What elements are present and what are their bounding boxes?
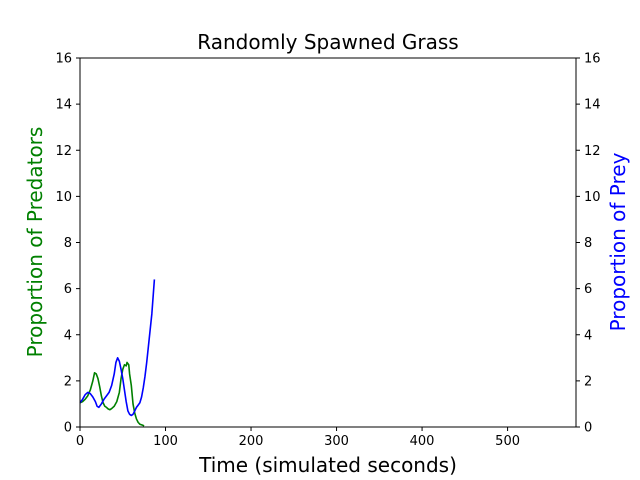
y-ticks-right: 0 2 4 6 8 10 12 14 16: [576, 52, 601, 436]
x-tick-label: 200: [239, 434, 264, 449]
x-tick-label: 300: [324, 434, 349, 449]
y-axis-label-right: Proportion of Prey: [606, 152, 630, 331]
chart-title: Randomly Spawned Grass: [197, 30, 458, 54]
y-left-tick-label: 4: [64, 328, 72, 343]
x-tick-label: 100: [153, 434, 178, 449]
y-left-tick-label: 16: [55, 52, 72, 67]
y-left-tick-label: 14: [55, 98, 72, 113]
y-left-tick-label: 8: [64, 236, 72, 251]
y-ticks-left: 0 2 4 6 8 10 12 14 16: [55, 52, 80, 436]
x-axis-label: Time (simulated seconds): [198, 453, 457, 477]
y-right-tick-label: 14: [584, 98, 601, 113]
y-right-tick-label: 12: [584, 144, 601, 159]
y-right-tick-label: 8: [584, 236, 592, 251]
y-right-tick-label: 16: [584, 52, 601, 67]
y-left-tick-label: 0: [64, 421, 72, 436]
y-right-tick-label: 6: [584, 282, 592, 297]
x-tick-label: 400: [410, 434, 435, 449]
y-right-tick-label: 2: [584, 374, 592, 389]
y-left-tick-label: 6: [64, 282, 72, 297]
x-ticks: 0 100 200 300 400 500: [76, 427, 520, 449]
series-line-predators: [79, 361, 145, 427]
y-left-tick-label: 12: [55, 144, 72, 159]
x-tick-label: 0: [76, 434, 84, 449]
y-left-tick-label: 2: [64, 374, 72, 389]
series-line-prey: [79, 279, 156, 417]
y-axis-label-left: Proportion of Predators: [23, 127, 47, 358]
y-left-tick-label: 10: [55, 190, 72, 205]
x-tick-label: 500: [495, 434, 520, 449]
y-right-tick-label: 4: [584, 328, 592, 343]
y-right-tick-label: 0: [584, 421, 592, 436]
y-right-tick-label: 10: [584, 190, 601, 205]
plot-lines: [79, 279, 156, 427]
